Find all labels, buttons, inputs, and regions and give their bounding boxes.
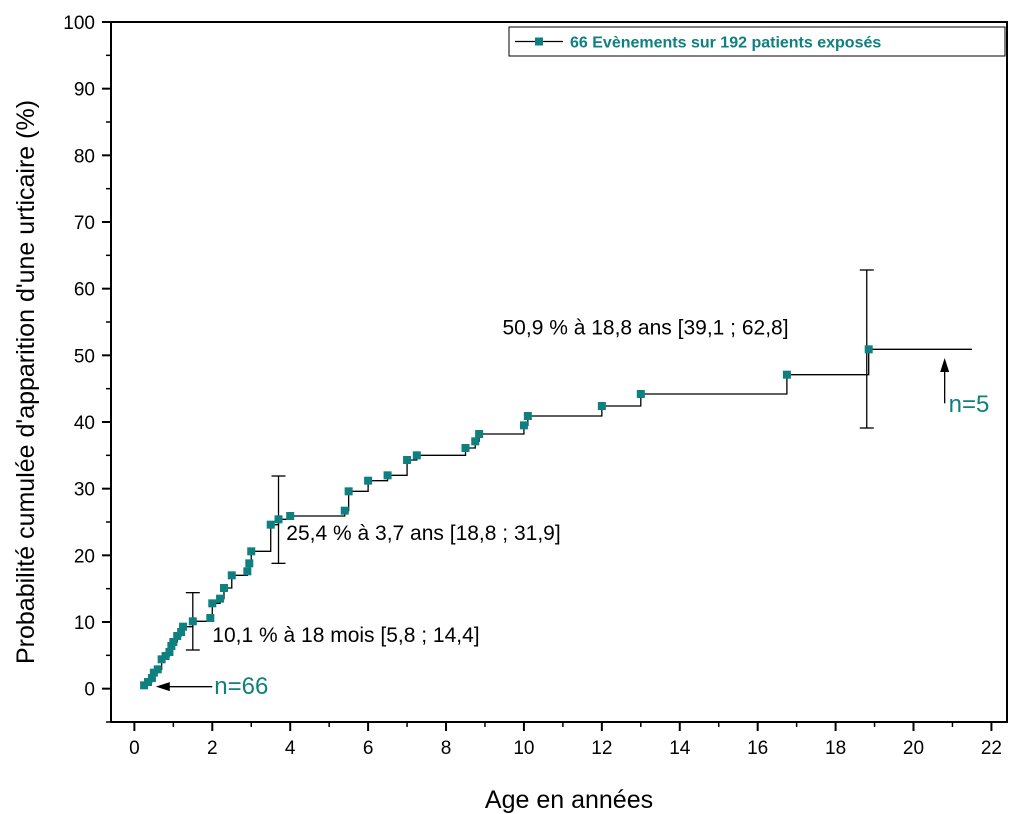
data-point [412,451,421,460]
y-tick-label: 100 [63,13,95,34]
legend-label: 66 Evènements sur 192 patients exposés [570,35,881,52]
x-tick-label: 18 [825,738,846,759]
data-point [165,648,174,656]
x-tick-label: 10 [513,738,534,759]
data-point [266,520,275,529]
legend-marker [535,37,543,46]
y-tick-label: 90 [74,80,95,101]
x-tick-label: 12 [591,738,612,759]
n-label-end: n=5 [949,391,990,418]
data-point [461,444,470,452]
data-point [179,622,188,631]
x-axis-title: Age en années [485,786,653,814]
annotation-ci37: 25,4 % à 3,7 ans [18,8 ; 31,9] [286,522,560,545]
data-point [403,456,412,464]
y-tick-label: 70 [74,213,95,234]
data-point [177,628,186,636]
data-point [206,614,215,622]
x-tick-label: 4 [285,738,296,759]
data-point [364,476,373,485]
x-tick-label: 8 [441,738,452,759]
data-point [286,512,295,520]
data-point [475,430,484,438]
data-point [216,594,225,603]
x-tick-label: 20 [903,738,924,759]
data-point [247,547,256,556]
annotation-ci188: 50,9 % à 18,8 ans [39,1 ; 62,8] [503,317,789,340]
plot-frame [110,21,1008,723]
data-point [243,567,252,576]
annotation-ci18m: 10,1 % à 18 mois [5,8 ; 14,4] [212,624,479,647]
y-tick-label: 30 [74,480,95,501]
y-tick-label: 50 [74,346,95,367]
data-point [864,345,873,354]
data-point [383,471,392,480]
data-point [274,515,283,524]
y-tick-label: 80 [74,146,95,167]
data-point [523,412,532,420]
data-point [340,506,349,515]
data-point [597,402,606,410]
x-tick-label: 14 [669,738,691,759]
x-tick-label: 22 [981,738,1002,759]
x-tick-label: 16 [747,738,768,759]
data-point [245,559,254,568]
data-point [344,487,353,496]
n-arrow-start-head [155,682,170,692]
data-point [471,437,480,446]
y-axis-title: Probabilité cumulée d'apparition d'une u… [12,100,40,664]
y-tick-label: 60 [74,280,95,301]
data-point [227,571,236,580]
data-point [519,421,528,430]
data-point [153,665,162,674]
data-point [782,370,791,379]
data-point [636,390,645,398]
x-tick-label: 2 [207,738,218,759]
x-tick-label: 0 [129,738,140,759]
data-point [188,617,197,626]
data-point [208,599,217,608]
data-point [147,674,156,682]
y-tick-label: 0 [84,680,95,701]
y-tick-label: 40 [74,413,95,434]
data-point [219,584,228,592]
n-arrow-end-head [940,358,950,372]
legend-box [508,26,1006,57]
n-label-start: n=66 [214,673,268,700]
data-point [169,638,178,646]
y-tick-label: 20 [74,546,95,567]
x-tick-label: 6 [363,738,374,759]
y-tick-label: 10 [74,613,95,634]
